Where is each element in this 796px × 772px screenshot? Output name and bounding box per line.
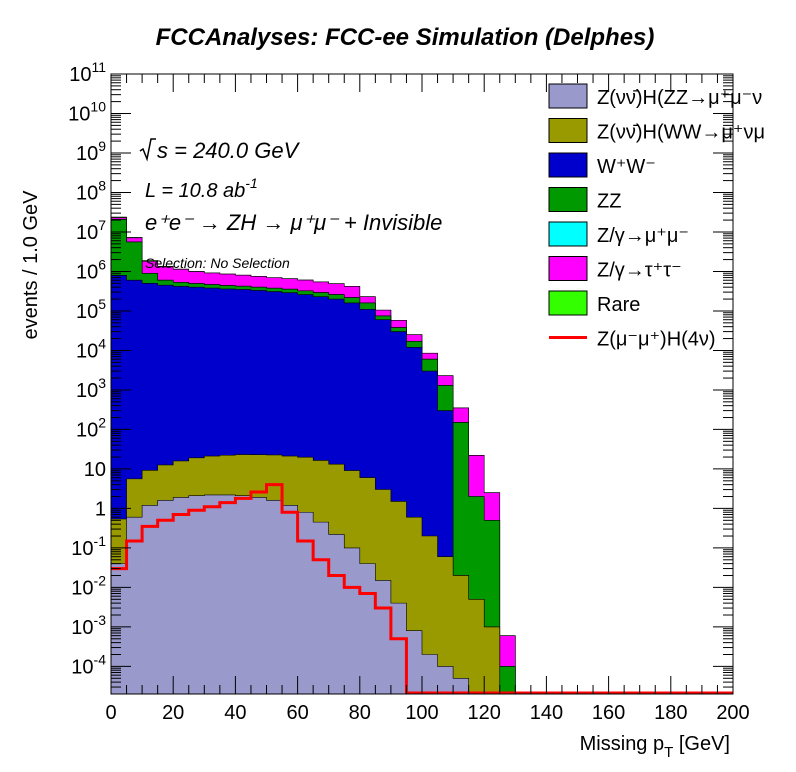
luminosity-exponent: -1 — [245, 175, 257, 191]
legend-swatch — [548, 83, 588, 109]
x-tick-label: 160 — [592, 702, 625, 724]
y-tick-label: 108 — [76, 177, 106, 204]
legend-label: Z(νν̄)H(WW→μ⁺νμ — [597, 122, 765, 144]
luminosity-label: L = 10.8 ab-1 — [145, 175, 258, 202]
legend-label: W⁺W⁻ — [597, 156, 656, 178]
x-axis-title-unit: [GeV] — [673, 733, 730, 755]
process-label: e⁺e⁻ → ZH → μ⁺μ⁻ + Invisible — [145, 210, 442, 235]
y-tick-label: 105 — [76, 296, 106, 323]
legend-swatch — [548, 256, 588, 281]
x-tick-label: 60 — [286, 702, 308, 724]
sqrt-s-label: s = 240.0 GeV — [157, 138, 301, 163]
y-tick-label: 10 — [84, 459, 106, 481]
x-axis-title-main: Missing p — [580, 733, 664, 755]
x-tick-label: 0 — [105, 702, 116, 724]
annotations: s = 240.0 GeV L = 10.8 ab-1 e⁺e⁻ → ZH → … — [139, 138, 442, 271]
x-tick-label: 100 — [405, 702, 438, 724]
selection-label: Selection: No Selection — [145, 255, 290, 271]
legend-label: Rare — [597, 294, 640, 316]
y-axis-title: events / 1.0 GeV — [20, 190, 42, 340]
legend-swatch — [548, 187, 588, 212]
x-tick-label: 200 — [716, 702, 749, 724]
legend-label: ZZ — [597, 191, 621, 213]
legend-swatch — [548, 221, 588, 247]
x-axis-ticks: 0 20 40 60 80 100 120 140 160 180 200 — [105, 74, 750, 724]
signal-line — [111, 483, 733, 694]
y-tick-label: 10-4 — [71, 651, 106, 678]
y-tick-label: 10-3 — [71, 612, 106, 639]
x-tick-label: 20 — [162, 702, 184, 724]
y-axis-ticks: 1011101010910810710610510410310210110-11… — [68, 59, 733, 695]
sqrt-symbol — [139, 138, 156, 162]
y-tick-label: 1 — [95, 498, 106, 520]
y-tick-label: 106 — [76, 256, 106, 283]
x-tick-label: 140 — [530, 702, 563, 724]
legend-swatch — [548, 118, 588, 143]
stacked-areas — [111, 216, 516, 694]
x-tick-label: 120 — [468, 702, 501, 724]
y-tick-label: 1010 — [68, 98, 106, 125]
legend-label: Z/γ→μ⁺μ⁻ — [597, 225, 689, 247]
y-tick-label: 10-2 — [71, 572, 106, 599]
x-tick-label: 80 — [349, 702, 371, 724]
legend-label: Z(νν̄)H(ZZ→μ⁺μ⁻ν — [597, 87, 762, 109]
stack-area-Z(νν̄)H(ZZ→μ⁺μ⁻νν̄) — [111, 494, 469, 694]
x-axis-title-sub: T — [664, 744, 673, 761]
luminosity-text: L = 10.8 ab — [145, 180, 245, 202]
y-tick-label: 107 — [76, 217, 106, 244]
x-tick-label: 40 — [224, 702, 246, 724]
signal-curve-group — [111, 483, 733, 694]
x-tick-label: 180 — [654, 702, 687, 724]
chart-title: FCCAnalyses: FCC-ee Simulation (Delphes) — [156, 24, 655, 51]
legend-swatch — [548, 152, 588, 178]
y-tick-label: 10-1 — [71, 533, 106, 560]
y-tick-label: 1011 — [69, 59, 106, 86]
y-tick-label: 104 — [76, 335, 106, 362]
legend-label: Z(μ⁻μ⁺)H(4ν) — [597, 329, 716, 351]
legend-swatch — [548, 290, 588, 316]
legend: Z(νν̄)H(ZZ→μ⁺μ⁻ν Z(νν̄)H(WW→μ⁺νμ W⁺W⁻ ZZ Z/γ… — [548, 83, 765, 351]
y-tick-label: 102 — [76, 414, 106, 441]
y-tick-label: 103 — [76, 375, 106, 402]
y-tick-label: 109 — [76, 138, 106, 165]
x-axis-title: Missing pT [GeV] — [580, 733, 730, 761]
legend-label: Z/γ→τ⁺τ⁻ — [597, 260, 682, 282]
